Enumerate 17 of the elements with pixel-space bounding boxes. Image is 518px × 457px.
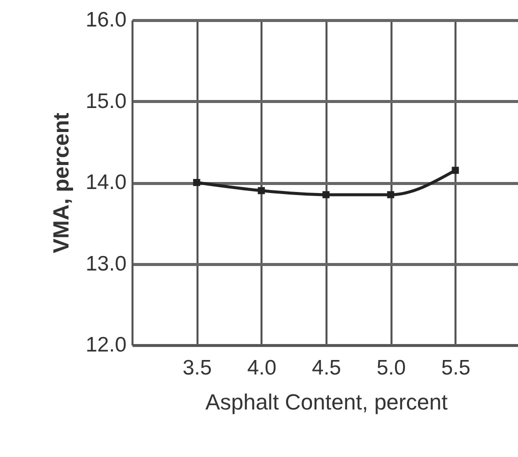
y-tick-label: 15.0 xyxy=(86,90,126,113)
x-tick-label: 5.0 xyxy=(376,356,406,380)
point xyxy=(322,191,330,198)
x-tick-label: 4.5 xyxy=(312,356,342,380)
point xyxy=(258,187,265,194)
x-tick-label: 5.5 xyxy=(441,356,470,380)
point xyxy=(193,178,200,186)
y-tick-label: 16.0 xyxy=(86,8,126,32)
y-tick-label: 12.0 xyxy=(86,334,126,356)
y-tick-label: 14.0 xyxy=(86,171,126,194)
x-axis-title: Asphalt Content, percent xyxy=(205,390,448,414)
y-tick-label: 13.0 xyxy=(86,252,126,276)
point xyxy=(452,166,459,174)
y-axis-title: VMA, percent xyxy=(48,112,74,254)
x-tick-label: 4.0 xyxy=(247,356,276,380)
point xyxy=(387,191,394,198)
x-tick-label: 3.5 xyxy=(182,356,212,380)
